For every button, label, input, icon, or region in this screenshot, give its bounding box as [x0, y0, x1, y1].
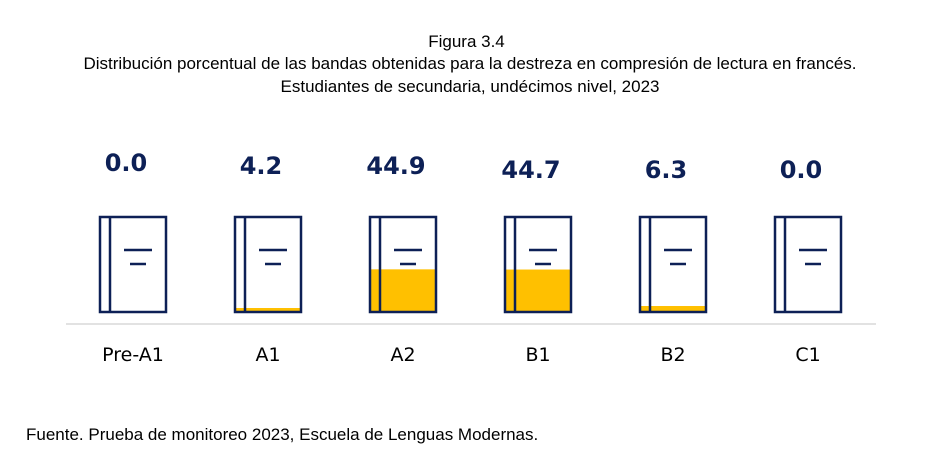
book-icon-c1 — [773, 215, 843, 314]
value-label-b1: 44.7 — [501, 156, 560, 184]
book-fill-b1 — [506, 269, 570, 312]
book-icon-a1 — [233, 215, 303, 314]
book-cover-a1 — [233, 215, 303, 314]
book-fill-a1 — [236, 308, 300, 312]
category-label-b1: B1 — [525, 344, 550, 366]
value-label-a2: 44.9 — [366, 152, 425, 180]
value-label-a1: 4.2 — [240, 152, 283, 180]
book-cover-pre-a1 — [98, 215, 168, 314]
category-label-c1: C1 — [795, 344, 820, 366]
value-label-c1: 0.0 — [780, 156, 823, 184]
figure-label: Figura 3.4 — [428, 32, 505, 51]
book-icon-b2 — [638, 215, 708, 314]
book-fill-a2 — [371, 269, 435, 312]
book-icon-pre-a1 — [98, 215, 168, 314]
book-fill-b2 — [641, 306, 705, 312]
category-label-a1: A1 — [255, 344, 280, 366]
value-label-b2: 6.3 — [645, 156, 688, 184]
source-note: Fuente. Prueba de monitoreo 2023, Escuel… — [26, 425, 539, 444]
value-label-pre-a1: 0.0 — [105, 149, 148, 177]
category-label-b2: B2 — [660, 344, 685, 366]
category-label-a2: A2 — [390, 344, 415, 366]
book-cover-a2 — [368, 215, 438, 314]
book-cover-b1 — [503, 215, 573, 314]
book-cover-b2 — [638, 215, 708, 314]
chart-title: Distribución porcentual de las bandas ob… — [83, 54, 857, 96]
category-label-pre-a1: Pre-A1 — [102, 344, 164, 366]
book-icon-b1 — [503, 215, 573, 314]
book-cover-c1 — [773, 215, 843, 314]
book-icon-a2 — [368, 215, 438, 314]
